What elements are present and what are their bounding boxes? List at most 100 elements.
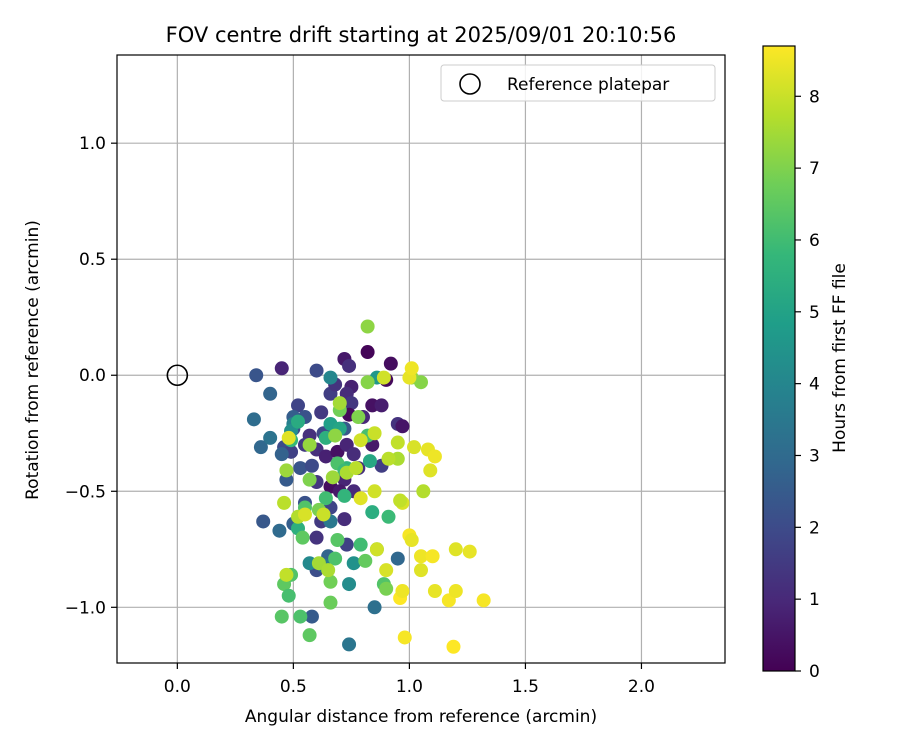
data-point	[367, 426, 382, 441]
data-point	[448, 542, 463, 557]
data-point	[253, 440, 268, 455]
data-point	[351, 410, 366, 425]
colorbar-tick-label: 1	[809, 590, 820, 610]
data-point	[318, 491, 333, 506]
colorbar-tick-label: 0	[809, 662, 820, 682]
data-point	[383, 356, 398, 371]
data-point	[291, 414, 306, 429]
data-point	[272, 523, 287, 538]
data-point	[390, 551, 405, 566]
data-point	[302, 437, 317, 452]
data-point	[249, 368, 264, 383]
data-point	[277, 495, 292, 510]
data-point	[314, 405, 329, 420]
data-point	[332, 396, 347, 411]
data-point	[328, 428, 343, 443]
data-point	[397, 630, 412, 645]
data-point	[342, 577, 357, 592]
legend-box	[440, 64, 716, 102]
data-point	[309, 530, 324, 545]
data-point	[304, 458, 319, 473]
y-tick-label: 0.0	[79, 366, 106, 386]
chart-title: FOV centre drift starting at 2025/09/01 …	[166, 23, 677, 47]
data-point	[330, 533, 345, 548]
data-point	[291, 398, 306, 413]
y-axis-ticks: −1.0 −0.5 0.0 0.5 1.0	[65, 134, 117, 618]
data-point	[342, 637, 357, 652]
data-point	[279, 463, 294, 478]
data-point	[337, 512, 352, 527]
x-tick-label: 0.5	[280, 677, 307, 697]
data-point	[263, 386, 278, 401]
data-point	[353, 491, 368, 506]
data-point	[281, 430, 296, 445]
colorbar-ticks: 0 1 2 3 4 5 6 7 8	[795, 87, 820, 682]
data-point	[353, 433, 368, 448]
data-point	[425, 549, 440, 564]
x-tick-label: 0.0	[164, 677, 191, 697]
data-point	[393, 493, 408, 508]
data-point	[344, 396, 359, 411]
data-point	[376, 370, 391, 385]
x-tick-label: 1.5	[512, 677, 539, 697]
data-point	[281, 588, 296, 603]
data-point	[360, 345, 375, 360]
x-axis-ticks: 0.0 0.5 1.0 1.5 2.0	[164, 663, 655, 697]
data-point	[395, 584, 410, 599]
data-point	[323, 370, 338, 385]
data-point	[274, 361, 289, 376]
data-point	[390, 435, 405, 450]
data-point	[293, 609, 308, 624]
colorbar-tick-label: 6	[809, 231, 820, 251]
data-point	[427, 584, 442, 599]
data-points	[246, 319, 491, 654]
data-point	[349, 461, 364, 476]
legend-label: Reference platepar	[507, 75, 669, 95]
data-point	[414, 563, 428, 578]
colorbar-tick-label: 3	[809, 446, 820, 466]
data-point	[379, 563, 394, 578]
data-point	[302, 628, 317, 643]
y-tick-label: −1.0	[65, 598, 106, 618]
colorbar-tick-label: 8	[809, 87, 820, 107]
colorbar-tick-label: 4	[809, 375, 820, 395]
data-point	[360, 375, 375, 390]
y-tick-label: 0.5	[79, 250, 106, 270]
data-point	[414, 549, 428, 564]
data-point	[246, 412, 261, 427]
data-point	[407, 440, 422, 455]
x-tick-label: 1.0	[396, 677, 423, 697]
plot-frame	[116, 54, 726, 664]
colorbar-label: Hours from first FF file	[830, 263, 850, 453]
data-point	[358, 553, 373, 568]
data-point	[416, 484, 431, 499]
data-point	[325, 470, 340, 485]
data-point	[362, 454, 377, 469]
data-point	[360, 319, 375, 334]
data-point	[446, 639, 461, 654]
colorbar	[762, 45, 796, 672]
data-point	[323, 595, 338, 610]
data-point	[318, 449, 333, 464]
data-point	[323, 574, 338, 589]
y-axis-label: Rotation from reference (arcmin)	[23, 220, 43, 500]
data-point	[309, 363, 324, 378]
data-point	[367, 484, 382, 499]
grid	[117, 55, 725, 663]
data-point	[462, 544, 477, 559]
data-point	[342, 358, 357, 373]
data-point	[353, 537, 368, 552]
data-point	[404, 533, 419, 548]
x-axis-label: Angular distance from reference (arcmin)	[245, 707, 597, 727]
data-point	[316, 507, 331, 522]
data-point	[423, 463, 438, 478]
data-point	[365, 505, 380, 520]
data-point	[274, 609, 289, 624]
data-point	[321, 563, 336, 578]
data-point	[374, 398, 389, 413]
legend: Reference platepar	[440, 64, 716, 102]
data-point	[337, 488, 352, 503]
x-tick-label: 2.0	[628, 677, 655, 697]
